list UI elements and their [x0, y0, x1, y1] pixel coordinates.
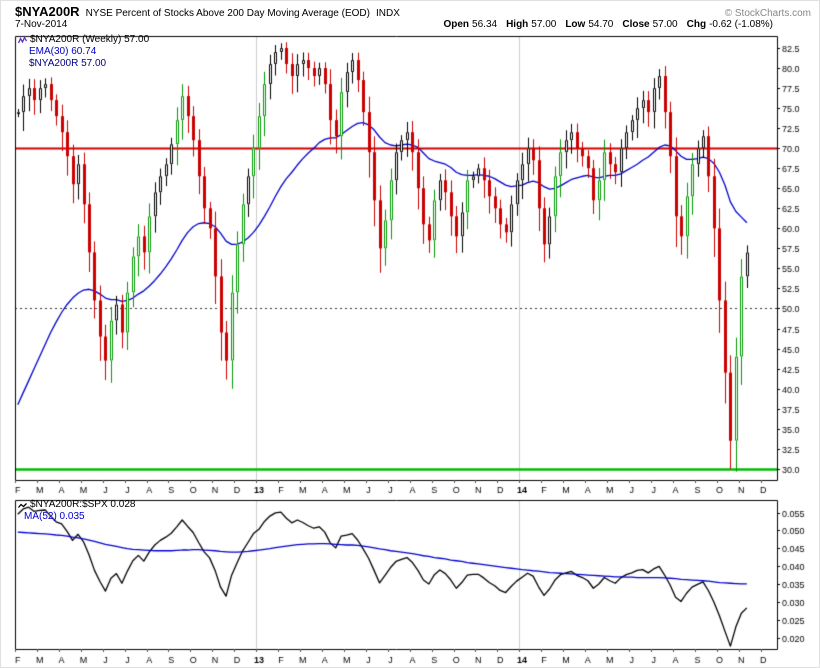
high-quote: High 57.00 [506, 19, 557, 30]
ratio-panel-legend: $NYA200R:$SPX 0.028 MA(52) 0.035 [18, 499, 135, 523]
ticker-symbol: $NYA200R [15, 4, 80, 19]
main-series-legend-row: $NYA200R (Weekly) 57.00 [18, 34, 149, 46]
ohlc-quote: Open 56.34 High 57.00 Low 54.70 Close 57.00 … [443, 19, 773, 30]
ema-legend-label: EMA(30) 60.74 [29, 46, 97, 57]
ratio-legend-row: $NYA200R:$SPX 0.028 [18, 499, 135, 511]
close-quote: Close 57.00 [622, 19, 678, 30]
low-quote: Low 54.70 [565, 19, 614, 30]
main-chart-legend: $NYA200R (Weekly) 57.00 EMA(30) 60.74 $N… [18, 34, 149, 70]
series-squiggle-icon [18, 35, 27, 45]
ratio-legend-label: $NYA200R:$SPX 0.028 [30, 499, 136, 510]
chart-title: NYSE Percent of Stocks Above 200 Day Mov… [85, 8, 370, 19]
ratio-line-icon [18, 501, 27, 510]
main-series-label: $NYA200R (Weekly) 57.00 [30, 34, 150, 45]
chart-date: 7-Nov-2014 [15, 19, 68, 30]
exchange-label: INDX [375, 8, 400, 19]
price-and-ratio-chart-canvas [1, 32, 819, 667]
chart-header: $NYA200R NYSE Percent of Stocks Above 20… [1, 1, 819, 19]
quote-bar: 7-Nov-2014 Open 56.34 High 57.00 Low 54.70 … [1, 18, 819, 32]
open-quote: Open 56.34 [443, 19, 498, 30]
copyright-notice: © StockCharts.com [724, 8, 811, 19]
change-quote: Chg -0.62 (-1.08%) [686, 19, 773, 30]
ma-legend-label: MA(52) 0.035 [24, 511, 85, 522]
price-overlay-legend-label: $NYA200R 57.00 [29, 58, 107, 69]
